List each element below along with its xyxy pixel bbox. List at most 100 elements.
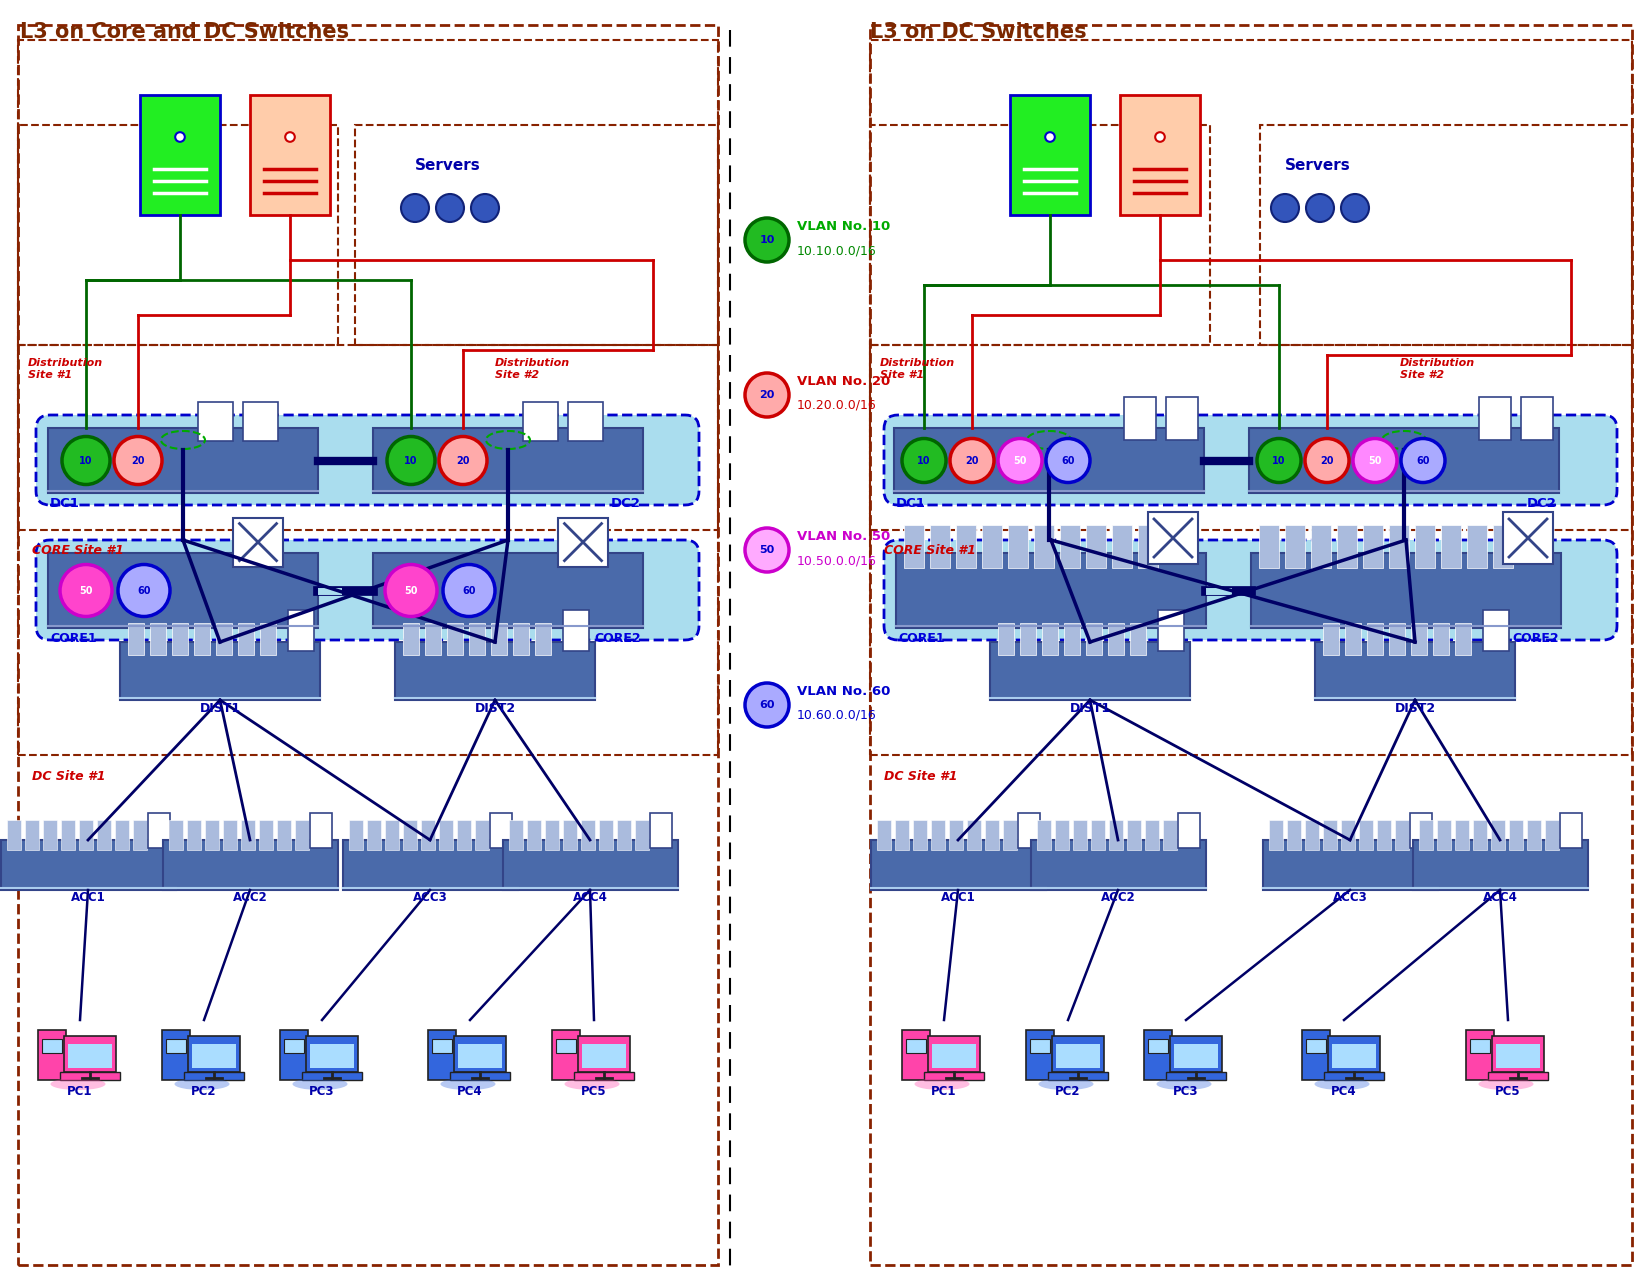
Bar — [424, 623, 441, 655]
Bar — [1418, 820, 1433, 849]
Bar — [949, 820, 963, 849]
Bar — [79, 820, 92, 849]
Bar — [870, 344, 1631, 529]
Bar — [457, 1043, 502, 1068]
Bar — [18, 344, 718, 529]
Text: CORE Site #1: CORE Site #1 — [31, 544, 124, 556]
Circle shape — [745, 218, 789, 262]
Bar — [1395, 820, 1408, 849]
Bar — [1113, 524, 1133, 568]
Bar — [1108, 623, 1124, 655]
Text: 10.10.0.0/16: 10.10.0.0/16 — [797, 244, 877, 257]
Bar — [535, 623, 551, 655]
Text: 50: 50 — [1014, 455, 1027, 465]
Bar — [18, 125, 338, 344]
Bar — [167, 1038, 187, 1052]
Text: PC1: PC1 — [68, 1085, 92, 1097]
Bar — [149, 812, 170, 848]
Bar — [233, 518, 282, 567]
Text: 60: 60 — [759, 700, 774, 711]
Bar — [38, 1031, 66, 1079]
Bar — [195, 623, 210, 655]
Circle shape — [1354, 438, 1397, 482]
Bar — [930, 524, 949, 568]
Bar — [870, 24, 1631, 1264]
Circle shape — [471, 194, 499, 222]
Ellipse shape — [1156, 132, 1166, 141]
Circle shape — [1341, 194, 1369, 222]
Bar — [116, 820, 129, 849]
Bar — [1057, 1043, 1100, 1068]
Bar — [162, 1031, 190, 1079]
Bar — [1322, 820, 1337, 849]
Bar — [1086, 623, 1101, 655]
Text: VLAN No. 50: VLAN No. 50 — [797, 529, 890, 544]
Bar — [1488, 1072, 1549, 1079]
Bar — [192, 1043, 236, 1068]
Text: DC Site #1: DC Site #1 — [883, 770, 958, 783]
Text: 20: 20 — [456, 455, 471, 465]
Text: 60: 60 — [462, 586, 475, 595]
Text: VLAN No. 10: VLAN No. 10 — [797, 220, 890, 233]
Bar — [872, 840, 1047, 891]
Text: ACC4: ACC4 — [573, 891, 608, 905]
Bar — [1166, 397, 1199, 439]
Bar — [906, 1038, 926, 1052]
Circle shape — [117, 564, 170, 617]
Bar — [1473, 820, 1488, 849]
Bar — [901, 1031, 930, 1079]
Ellipse shape — [915, 1078, 969, 1090]
Bar — [877, 820, 892, 849]
Text: 50: 50 — [1369, 455, 1382, 465]
Bar — [439, 820, 452, 849]
Bar — [48, 553, 319, 628]
Bar — [1091, 820, 1105, 849]
Bar — [310, 1043, 353, 1068]
Text: 20: 20 — [966, 455, 979, 465]
Bar — [1263, 840, 1438, 891]
Bar — [7, 820, 21, 849]
Bar — [1048, 1072, 1108, 1079]
Ellipse shape — [1314, 1078, 1369, 1090]
Text: DC2: DC2 — [1527, 497, 1557, 510]
Bar — [1025, 1031, 1053, 1079]
Bar — [25, 820, 40, 849]
Bar — [1436, 820, 1451, 849]
Bar — [490, 623, 507, 655]
Bar — [1367, 623, 1384, 655]
Bar — [509, 820, 523, 849]
Bar — [216, 623, 233, 655]
Bar — [385, 820, 400, 849]
Bar — [1413, 840, 1588, 891]
Text: 10: 10 — [759, 235, 774, 245]
Bar — [447, 623, 462, 655]
Bar — [1496, 1043, 1540, 1068]
Bar — [421, 820, 434, 849]
Text: Distribution
Site #1: Distribution Site #1 — [28, 359, 102, 379]
Ellipse shape — [175, 132, 185, 141]
Bar — [1314, 642, 1516, 700]
Bar — [1179, 812, 1200, 848]
Text: PC1: PC1 — [931, 1085, 956, 1097]
Circle shape — [745, 684, 789, 727]
Bar — [1364, 524, 1384, 568]
Text: 50: 50 — [404, 586, 418, 595]
Text: CORE1: CORE1 — [50, 632, 97, 645]
Text: L3 on DC Switches: L3 on DC Switches — [870, 22, 1086, 42]
Circle shape — [401, 194, 429, 222]
Text: CORE2: CORE2 — [594, 632, 641, 645]
Bar — [513, 623, 528, 655]
Text: DC1: DC1 — [896, 497, 926, 510]
Ellipse shape — [286, 132, 296, 141]
Text: CORE1: CORE1 — [898, 632, 944, 645]
Text: 10.20.0.0/16: 10.20.0.0/16 — [797, 400, 877, 412]
Bar — [1415, 524, 1435, 568]
Bar — [982, 524, 1002, 568]
FancyBboxPatch shape — [36, 540, 698, 640]
Bar — [545, 820, 560, 849]
Bar — [870, 125, 1210, 344]
Text: 10: 10 — [1273, 455, 1286, 465]
Bar — [140, 95, 220, 215]
Bar — [355, 125, 718, 344]
Bar — [933, 1043, 976, 1068]
